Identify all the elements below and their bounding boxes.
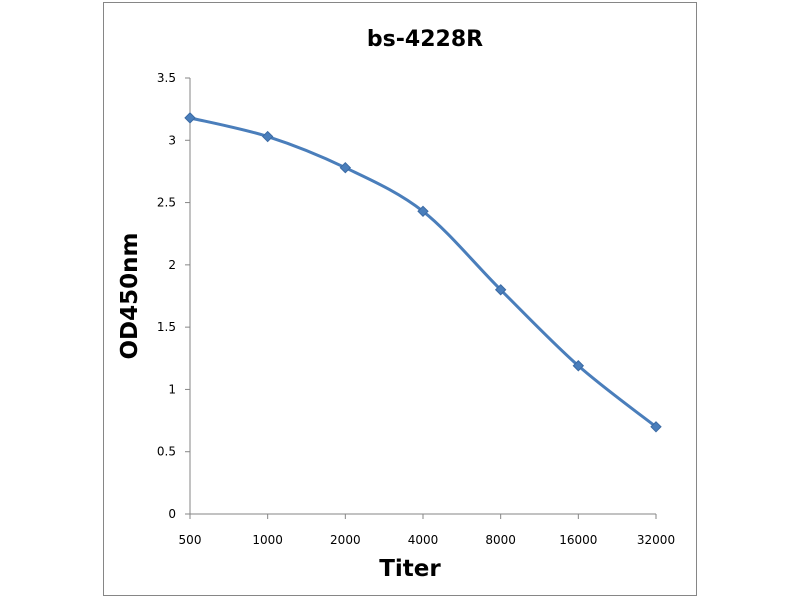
y-axis-title: OD450nm [117,233,143,360]
x-tick-label: 1000 [252,533,283,547]
y-tick-label: 0 [168,507,176,521]
y-tick-label: 1 [168,382,176,396]
x-tick-label: 500 [179,533,202,547]
y-axis-title-group: OD450nm [117,233,143,360]
y-tick-label: 2.5 [157,196,176,210]
series-line [189,116,657,428]
data-point-marker [417,205,429,217]
data-point-marker [650,421,662,433]
chart-frame [103,2,697,596]
data-point-marker [572,360,585,372]
x-tick-label: 8000 [485,533,516,547]
y-ticks: 0 0.5 1 1.5 2 2.5 3 3.5 [157,71,190,521]
data-point-marker [494,284,507,296]
y-tick-label: 3.5 [157,71,176,85]
y-tick-label: 0.5 [157,445,176,459]
series-layer [184,112,662,433]
data-point-marker [261,130,274,143]
x-axis-title: Titer [379,556,441,582]
x-tick-label: 2000 [330,533,361,547]
data-point-marker [184,112,196,124]
y-tick-label: 2 [168,258,176,272]
x-ticks: 500 1000 2000 4000 8000 16000 32000 [179,514,675,547]
data-point-marker [339,161,352,174]
y-tick-label: 3 [168,133,176,147]
y-tick-label: 1.5 [157,320,176,334]
x-tick-label: 4000 [408,533,439,547]
chart-title: bs-4228R [367,27,483,52]
x-tick-label: 32000 [637,533,675,547]
x-tick-label: 16000 [559,533,597,547]
